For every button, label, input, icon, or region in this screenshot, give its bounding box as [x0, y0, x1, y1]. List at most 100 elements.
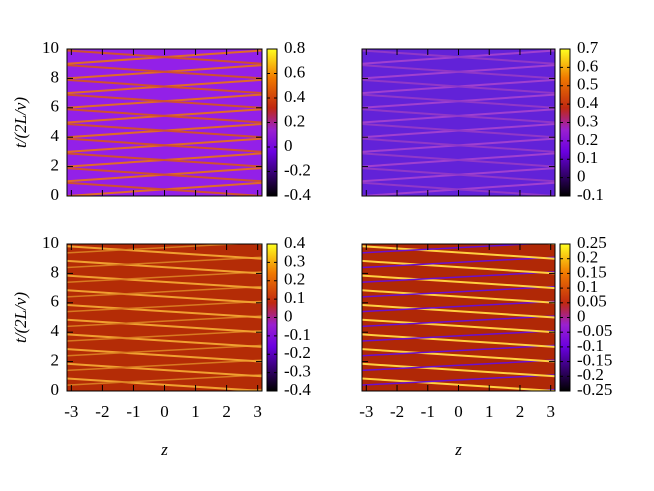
wave-front — [362, 167, 555, 183]
colorbar-tick-label: 0.3 — [577, 111, 598, 130]
wave-front — [362, 217, 555, 229]
colorbar-tick-label: -0.2 — [577, 365, 604, 384]
heatmap-background — [67, 49, 262, 196]
colorbar-tick-label: 0.2 — [577, 130, 598, 149]
x-tick-label: 1 — [191, 402, 200, 421]
wave-front — [362, 333, 555, 348]
wave-front — [362, 271, 555, 283]
heatmap — [67, 21, 262, 225]
wave-front — [539, 244, 555, 245]
colorbar-tick-label: 0.15 — [577, 262, 607, 281]
wave-front — [67, 21, 262, 34]
colorbar-tick-label: 0.05 — [577, 292, 607, 311]
wave-front — [362, 228, 555, 238]
wave-front — [362, 285, 555, 298]
colorbar-tick-label: -0.4 — [284, 185, 311, 204]
colorbar-tick-label: 0 — [577, 167, 586, 186]
x-tick-label: -2 — [390, 402, 404, 421]
x-tick-label: -3 — [64, 402, 78, 421]
heatmap — [362, 213, 555, 391]
wave-front — [67, 329, 262, 342]
wave-front — [362, 344, 555, 357]
wave-front — [67, 359, 262, 372]
colorbar-tick-label: 0 — [284, 136, 293, 155]
x-tick-label: 1 — [485, 402, 494, 421]
colorbar-tick-label: 0.2 — [284, 111, 305, 130]
wave-front — [362, 108, 555, 124]
wave-front — [362, 197, 555, 210]
x-tick-label: 2 — [516, 402, 525, 421]
wave-front — [362, 64, 555, 80]
colorbar-tick-label: 0.25 — [577, 233, 607, 252]
wave-front — [67, 274, 262, 290]
wave-front — [362, 315, 555, 328]
colorbar-tick-label: -0.25 — [577, 380, 612, 399]
wave-front — [67, 315, 262, 328]
colorbar-tick-label: 0.8 — [284, 38, 305, 57]
wave-front — [362, 93, 555, 109]
wave-front — [67, 213, 262, 223]
wave-front — [362, 377, 555, 391]
wave-front — [362, 122, 555, 139]
y-axis-label: t/(2L/v) — [11, 292, 30, 343]
colorbar-tick-label: 0.2 — [284, 270, 305, 289]
colorbar-tick-label: 0.6 — [577, 56, 598, 75]
wave-front — [246, 244, 262, 245]
wave-front — [362, 212, 555, 225]
colorbar-tick-label: 0 — [284, 306, 293, 325]
wave-front — [540, 49, 555, 50]
y-tick-label: 2 — [51, 351, 60, 370]
wave-front — [362, 49, 555, 65]
colorbar-tick-label: 0.7 — [577, 38, 599, 57]
y-tick-label: 4 — [51, 321, 60, 340]
wave-front — [67, 21, 262, 34]
y-tick-label: 10 — [42, 233, 59, 252]
wave-front — [67, 152, 262, 168]
wave-front — [67, 304, 262, 319]
wave-front — [67, 197, 262, 210]
x-axis-label: z — [454, 440, 462, 459]
wave-front — [362, 274, 555, 290]
wave-front — [362, 329, 555, 342]
wave-front — [362, 289, 555, 304]
heatmap-background — [362, 49, 555, 196]
y-tick-label: 6 — [51, 97, 60, 116]
wave-front — [362, 212, 555, 225]
colorbar-tick-label: -0.4 — [284, 380, 311, 399]
wave-front — [67, 122, 262, 139]
y-tick-label: 8 — [51, 262, 60, 281]
wave-front — [67, 318, 262, 334]
colorbar-tick-label: 0.4 — [577, 93, 599, 112]
wave-front — [67, 362, 262, 378]
wave-front — [362, 318, 555, 334]
colorbar-tick-label: -0.2 — [284, 160, 311, 179]
wave-front — [362, 213, 555, 223]
wave-front — [67, 212, 262, 225]
wave-front — [67, 93, 262, 109]
wave-front — [362, 21, 555, 34]
wave-front — [67, 377, 262, 391]
wave-front — [67, 289, 262, 304]
wave-front — [362, 359, 555, 372]
wave-front — [67, 245, 262, 260]
wave-front — [362, 78, 555, 95]
wave-front — [67, 217, 262, 229]
wave-front — [67, 64, 262, 80]
x-tick-label: -3 — [359, 402, 373, 421]
wave-front — [362, 374, 555, 386]
colorbar-tick-label: 0.5 — [577, 75, 598, 94]
wave-front — [362, 300, 555, 313]
colorbar-tick-label: 0.4 — [284, 233, 306, 252]
wave-front — [362, 152, 555, 168]
y-tick-label: 8 — [51, 67, 60, 86]
wave-front — [362, 197, 555, 210]
x-tick-label: 0 — [454, 402, 463, 421]
x-tick-label: -1 — [126, 402, 140, 421]
wave-front — [362, 304, 555, 319]
y-tick-label: 0 — [51, 185, 60, 204]
colorbar-tick-label: -0.15 — [577, 351, 612, 370]
wave-front — [67, 374, 262, 386]
heatmap — [362, 21, 555, 225]
colorbar-tick-label: 0.4 — [284, 87, 306, 106]
